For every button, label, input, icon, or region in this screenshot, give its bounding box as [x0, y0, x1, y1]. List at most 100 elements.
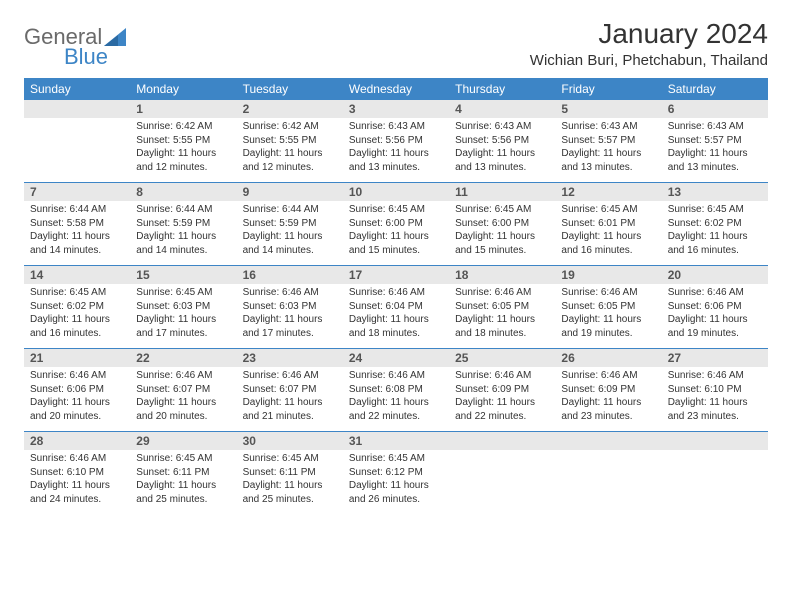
- day-details: Sunrise: 6:45 AMSunset: 6:00 PMDaylight:…: [343, 201, 449, 263]
- day-details: Sunrise: 6:45 AMSunset: 6:11 PMDaylight:…: [237, 450, 343, 512]
- sunrise-text: Sunrise: 6:43 AM: [349, 120, 443, 134]
- daylight-text: Daylight: 11 hours and 19 minutes.: [561, 313, 655, 340]
- month-title: January 2024: [530, 18, 768, 50]
- day-number: 29: [130, 432, 236, 450]
- day-number: [555, 432, 661, 450]
- day-number: 3: [343, 100, 449, 118]
- daylight-text: Daylight: 11 hours and 26 minutes.: [349, 479, 443, 506]
- week-row: 14Sunrise: 6:45 AMSunset: 6:02 PMDayligh…: [24, 265, 768, 348]
- sunset-text: Sunset: 6:05 PM: [455, 300, 549, 314]
- day-number: 12: [555, 183, 661, 201]
- day-cell: 23Sunrise: 6:46 AMSunset: 6:07 PMDayligh…: [237, 349, 343, 431]
- day-cell: 6Sunrise: 6:43 AMSunset: 5:57 PMDaylight…: [662, 100, 768, 182]
- sunset-text: Sunset: 5:59 PM: [136, 217, 230, 231]
- sunset-text: Sunset: 6:09 PM: [455, 383, 549, 397]
- sunrise-text: Sunrise: 6:46 AM: [243, 286, 337, 300]
- daylight-text: Daylight: 11 hours and 22 minutes.: [455, 396, 549, 423]
- sunrise-text: Sunrise: 6:46 AM: [30, 369, 124, 383]
- day-number: 24: [343, 349, 449, 367]
- day-details: Sunrise: 6:46 AMSunset: 6:04 PMDaylight:…: [343, 284, 449, 346]
- week-row: 21Sunrise: 6:46 AMSunset: 6:06 PMDayligh…: [24, 348, 768, 431]
- weekday-header: Tuesday: [237, 78, 343, 100]
- day-cell: 26Sunrise: 6:46 AMSunset: 6:09 PMDayligh…: [555, 349, 661, 431]
- day-details: Sunrise: 6:42 AMSunset: 5:55 PMDaylight:…: [237, 118, 343, 180]
- sunset-text: Sunset: 5:56 PM: [455, 134, 549, 148]
- day-cell: 8Sunrise: 6:44 AMSunset: 5:59 PMDaylight…: [130, 183, 236, 265]
- day-cell: 21Sunrise: 6:46 AMSunset: 6:06 PMDayligh…: [24, 349, 130, 431]
- day-cell: 10Sunrise: 6:45 AMSunset: 6:00 PMDayligh…: [343, 183, 449, 265]
- day-details: Sunrise: 6:46 AMSunset: 6:08 PMDaylight:…: [343, 367, 449, 429]
- daylight-text: Daylight: 11 hours and 25 minutes.: [136, 479, 230, 506]
- sunrise-text: Sunrise: 6:45 AM: [136, 286, 230, 300]
- sunset-text: Sunset: 5:57 PM: [561, 134, 655, 148]
- day-cell: 2Sunrise: 6:42 AMSunset: 5:55 PMDaylight…: [237, 100, 343, 182]
- day-cell: 30Sunrise: 6:45 AMSunset: 6:11 PMDayligh…: [237, 432, 343, 514]
- sunrise-text: Sunrise: 6:46 AM: [455, 286, 549, 300]
- header: GeneralBlue January 2024 Wichian Buri, P…: [24, 18, 768, 70]
- day-number: 8: [130, 183, 236, 201]
- sunrise-text: Sunrise: 6:45 AM: [243, 452, 337, 466]
- sunrise-text: Sunrise: 6:45 AM: [455, 203, 549, 217]
- daylight-text: Daylight: 11 hours and 18 minutes.: [455, 313, 549, 340]
- day-number: 28: [24, 432, 130, 450]
- weekday-header: Saturday: [662, 78, 768, 100]
- location-text: Wichian Buri, Phetchabun, Thailand: [530, 52, 768, 69]
- day-details: Sunrise: 6:43 AMSunset: 5:56 PMDaylight:…: [343, 118, 449, 180]
- sunset-text: Sunset: 6:05 PM: [561, 300, 655, 314]
- daylight-text: Daylight: 11 hours and 24 minutes.: [30, 479, 124, 506]
- sunset-text: Sunset: 6:07 PM: [243, 383, 337, 397]
- day-number: 16: [237, 266, 343, 284]
- day-number: [24, 100, 130, 118]
- day-cell: [662, 432, 768, 514]
- day-details: Sunrise: 6:46 AMSunset: 6:06 PMDaylight:…: [662, 284, 768, 346]
- daylight-text: Daylight: 11 hours and 16 minutes.: [668, 230, 762, 257]
- day-cell: 15Sunrise: 6:45 AMSunset: 6:03 PMDayligh…: [130, 266, 236, 348]
- daylight-text: Daylight: 11 hours and 21 minutes.: [243, 396, 337, 423]
- sunset-text: Sunset: 5:57 PM: [668, 134, 762, 148]
- day-cell: 11Sunrise: 6:45 AMSunset: 6:00 PMDayligh…: [449, 183, 555, 265]
- day-details: Sunrise: 6:45 AMSunset: 6:01 PMDaylight:…: [555, 201, 661, 263]
- sunrise-text: Sunrise: 6:43 AM: [668, 120, 762, 134]
- sunrise-text: Sunrise: 6:46 AM: [136, 369, 230, 383]
- sunset-text: Sunset: 6:03 PM: [136, 300, 230, 314]
- day-cell: 19Sunrise: 6:46 AMSunset: 6:05 PMDayligh…: [555, 266, 661, 348]
- day-cell: 4Sunrise: 6:43 AMSunset: 5:56 PMDaylight…: [449, 100, 555, 182]
- sunset-text: Sunset: 6:07 PM: [136, 383, 230, 397]
- sunset-text: Sunset: 6:08 PM: [349, 383, 443, 397]
- sunset-text: Sunset: 6:12 PM: [349, 466, 443, 480]
- sunrise-text: Sunrise: 6:43 AM: [455, 120, 549, 134]
- day-details: Sunrise: 6:46 AMSunset: 6:10 PMDaylight:…: [24, 450, 130, 512]
- day-cell: 17Sunrise: 6:46 AMSunset: 6:04 PMDayligh…: [343, 266, 449, 348]
- weekday-header: Friday: [555, 78, 661, 100]
- sunrise-text: Sunrise: 6:44 AM: [136, 203, 230, 217]
- day-number: 30: [237, 432, 343, 450]
- day-number: 11: [449, 183, 555, 201]
- calendar: Sunday Monday Tuesday Wednesday Thursday…: [24, 78, 768, 514]
- day-details: Sunrise: 6:45 AMSunset: 6:03 PMDaylight:…: [130, 284, 236, 346]
- logo: GeneralBlue: [24, 24, 126, 70]
- sunrise-text: Sunrise: 6:45 AM: [349, 203, 443, 217]
- sunset-text: Sunset: 6:01 PM: [561, 217, 655, 231]
- day-cell: [24, 100, 130, 182]
- sunset-text: Sunset: 6:06 PM: [668, 300, 762, 314]
- daylight-text: Daylight: 11 hours and 19 minutes.: [668, 313, 762, 340]
- day-cell: 31Sunrise: 6:45 AMSunset: 6:12 PMDayligh…: [343, 432, 449, 514]
- day-cell: 3Sunrise: 6:43 AMSunset: 5:56 PMDaylight…: [343, 100, 449, 182]
- day-details: Sunrise: 6:42 AMSunset: 5:55 PMDaylight:…: [130, 118, 236, 180]
- daylight-text: Daylight: 11 hours and 15 minutes.: [349, 230, 443, 257]
- day-details: Sunrise: 6:44 AMSunset: 5:59 PMDaylight:…: [130, 201, 236, 263]
- sunset-text: Sunset: 6:00 PM: [455, 217, 549, 231]
- day-number: [662, 432, 768, 450]
- day-number: 4: [449, 100, 555, 118]
- day-cell: 29Sunrise: 6:45 AMSunset: 6:11 PMDayligh…: [130, 432, 236, 514]
- day-cell: 28Sunrise: 6:46 AMSunset: 6:10 PMDayligh…: [24, 432, 130, 514]
- sunset-text: Sunset: 6:00 PM: [349, 217, 443, 231]
- day-details: Sunrise: 6:46 AMSunset: 6:03 PMDaylight:…: [237, 284, 343, 346]
- day-cell: [555, 432, 661, 514]
- day-details: Sunrise: 6:46 AMSunset: 6:05 PMDaylight:…: [555, 284, 661, 346]
- sunset-text: Sunset: 6:04 PM: [349, 300, 443, 314]
- day-number: 5: [555, 100, 661, 118]
- day-number: 22: [130, 349, 236, 367]
- sunrise-text: Sunrise: 6:46 AM: [561, 286, 655, 300]
- sunrise-text: Sunrise: 6:46 AM: [30, 452, 124, 466]
